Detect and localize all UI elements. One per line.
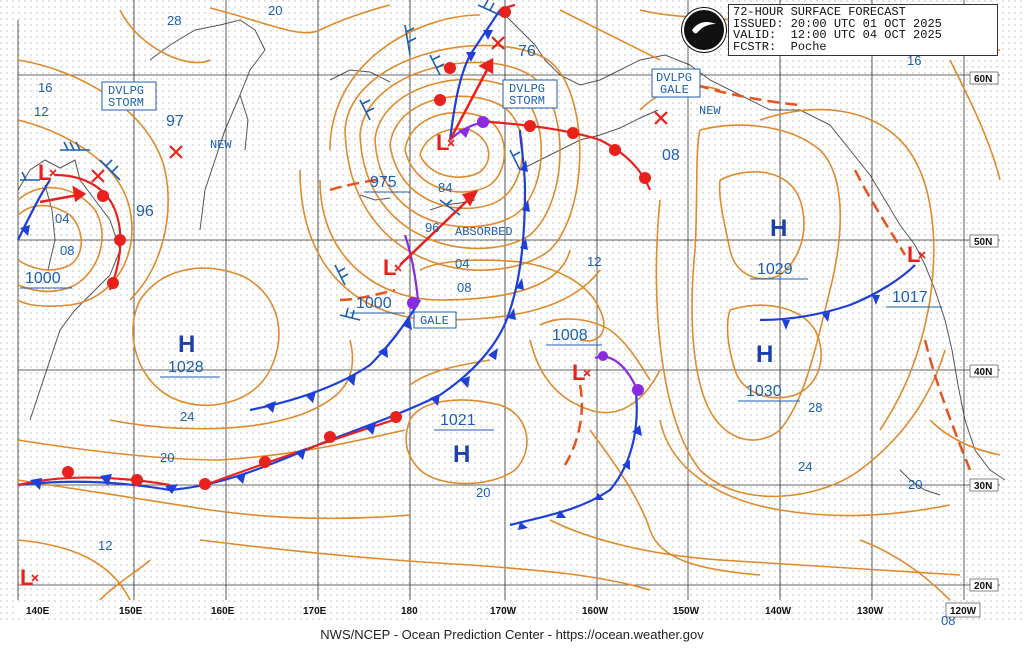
pressure-value: 1000 xyxy=(25,270,61,287)
low-symbol: L xyxy=(572,360,585,385)
low-center-x xyxy=(31,139,926,582)
wind-barbs xyxy=(20,0,521,321)
pressure-value: 1028 xyxy=(168,359,204,376)
pressure-value: 1021 xyxy=(440,412,476,429)
storm-position-markers xyxy=(91,36,668,183)
annotation-new: NEW xyxy=(210,138,232,152)
lon-label: 170W xyxy=(490,606,517,617)
warning-label: DVLPG xyxy=(656,71,692,85)
forecaster-name: Poche xyxy=(790,39,827,54)
lon-label: 180 xyxy=(401,606,418,617)
lat-label: 40N xyxy=(974,367,992,378)
valid-label: VALID: xyxy=(733,28,777,42)
low-symbol: L xyxy=(20,565,33,590)
isobar-label: 12 xyxy=(587,254,601,269)
isobar-label: 16 xyxy=(907,53,921,68)
isobar-label: 12 xyxy=(34,104,48,119)
lon-label: 160E xyxy=(211,606,235,617)
forecaster-label: FCSTR: xyxy=(733,39,777,54)
lat-label: 60N xyxy=(974,74,992,85)
issued-time: 20:00 UTC 01 OCT 2025 xyxy=(790,16,942,31)
forecast-title: 72-HOUR SURFACE FORECAST xyxy=(733,5,906,19)
noaa-bird-icon xyxy=(692,22,716,34)
issued-label: ISSUED: xyxy=(733,16,784,31)
lat-label: 50N xyxy=(974,237,992,248)
pressure-value: 1017 xyxy=(892,289,928,306)
high-symbol: H xyxy=(756,341,773,368)
valid-time: 12:00 UTC 04 OCT 2025 xyxy=(790,28,942,42)
isobar-label: 28 xyxy=(167,13,181,28)
lon-label: 150W xyxy=(673,606,700,617)
warning-label: GALE xyxy=(420,314,449,328)
annotation-new: NEW xyxy=(699,104,721,118)
lon-label: 160W xyxy=(582,606,609,617)
latitude-labels: 60N 50N 40N 30N 20N xyxy=(969,71,999,592)
longitude-labels: 140E 150E 160E 170E 180 170W 160W 150W 1… xyxy=(18,602,981,618)
isobar-label: 24 xyxy=(180,409,194,424)
isobar-label: 08 xyxy=(60,243,74,258)
isobar-label: 76 xyxy=(518,43,536,60)
footer-credit: NWS/NCEP - Ocean Prediction Center - htt… xyxy=(320,627,704,642)
isobar-label: 12 xyxy=(98,538,112,553)
lon-label: 120W xyxy=(950,606,977,617)
warning-label: STORM xyxy=(509,94,545,108)
isobars xyxy=(17,4,1001,601)
isobar-label: 04 xyxy=(455,256,469,271)
low-symbol: L xyxy=(383,255,396,280)
isobar-label: 16 xyxy=(38,80,52,95)
pressure-value: 1030 xyxy=(746,383,782,400)
cold-front-symbols xyxy=(20,30,880,530)
isobar-label: 08 xyxy=(457,280,471,295)
isobar-label: 20 xyxy=(476,485,490,500)
high-symbol: H xyxy=(453,441,470,468)
warning-boxes: DVLPG STORM DVLPG STORM DVLPG GALE GALE xyxy=(101,68,701,329)
forecast-info-box: 72-HOUR SURFACE FORECAST ISSUED: 20:00 U… xyxy=(728,4,998,56)
pressure-value: 975 xyxy=(370,174,397,191)
isobar-label: 97 xyxy=(166,113,184,130)
storm-motion-arrows xyxy=(39,57,494,266)
high-symbol: H xyxy=(178,331,195,358)
isobar-label: 96 xyxy=(425,220,439,235)
high-pressure-centers: H H H H xyxy=(178,215,787,468)
pressure-value: 1029 xyxy=(757,261,793,278)
annotations: NEW NEW ABSORBED xyxy=(210,104,721,239)
isobar-label: 08 xyxy=(662,147,680,164)
lat-label: 30N xyxy=(974,481,992,492)
high-symbol: H xyxy=(770,215,787,242)
warning-label: DVLPG xyxy=(509,82,545,96)
lat-label: 20N xyxy=(974,581,992,592)
warning-label: GALE xyxy=(660,83,689,97)
pressure-values: 1000 975 1000 1008 1017 1028 1021 1029 1… xyxy=(20,174,942,431)
lon-label: 150E xyxy=(119,606,143,617)
isobar-label: 04 xyxy=(55,211,69,226)
isobar-label: 28 xyxy=(808,400,822,415)
isobar-label: 96 xyxy=(136,203,154,220)
low-symbol: L xyxy=(436,130,449,155)
warm-front-symbols xyxy=(62,6,651,490)
isobar-label: 84 xyxy=(438,180,452,195)
annotation-absorbed: ABSORBED xyxy=(455,225,513,239)
isobar-label: 20 xyxy=(160,450,174,465)
isobar-label: 20 xyxy=(268,3,282,18)
lon-label: 130W xyxy=(857,606,884,617)
low-pressure-centers: L L L L L L xyxy=(20,130,920,590)
low-symbol: L xyxy=(38,160,51,185)
pressure-value: 1000 xyxy=(356,295,392,312)
pressure-value: 1008 xyxy=(552,327,588,344)
occluded-front-symbols xyxy=(407,116,644,396)
lon-label: 140W xyxy=(765,606,792,617)
isobar-label: 20 xyxy=(908,477,922,492)
isobar-label: 24 xyxy=(798,459,812,474)
noaa-logo xyxy=(682,8,726,52)
low-symbol: L xyxy=(907,242,920,267)
lon-label: 140E xyxy=(26,606,50,617)
lon-label: 170E xyxy=(303,606,327,617)
warning-label: STORM xyxy=(108,96,144,110)
warning-label: DVLPG xyxy=(108,84,144,98)
